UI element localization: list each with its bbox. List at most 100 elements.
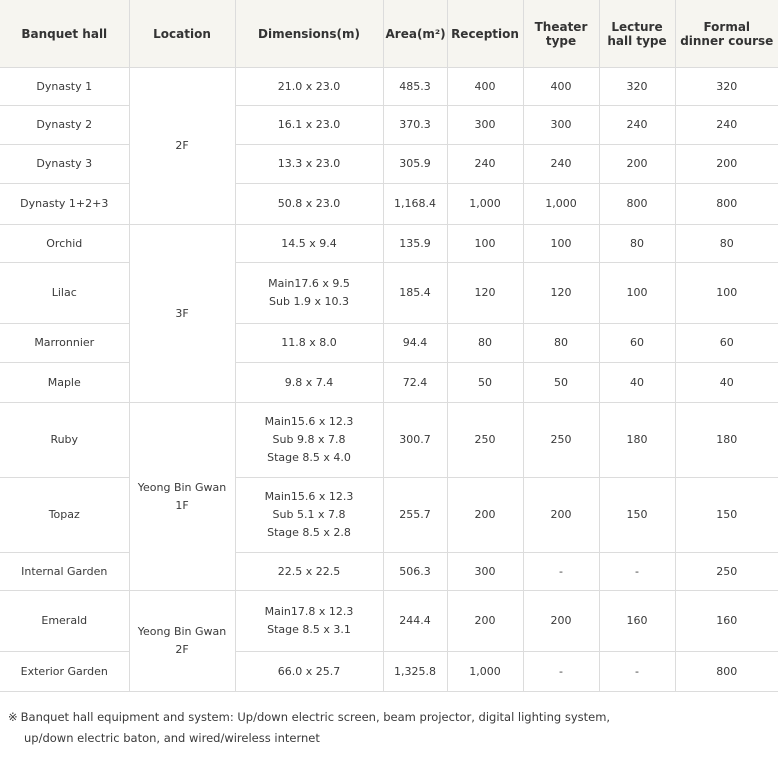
reception-cell: 300 [446,552,524,591]
header-dimensions: Dimensions(m) [234,0,384,68]
lecture-cell: 80 [598,224,676,263]
dimensions-cell: 22.5 x 22.5 [234,552,384,591]
reception-cell: 100 [446,224,524,263]
table-row: Marronnier 11.8 x 8.0 94.4 80 80 60 60 [0,323,778,363]
dinner-cell: 180 [674,402,778,478]
reception-cell: 400 [446,67,524,106]
dimensions-cell: 66.0 x 25.7 [234,651,384,692]
reception-cell: 1,000 [446,183,524,225]
table-row: Emerald Yeong Bin Gwan 2F Main17.8 x 12.… [0,590,778,692]
dinner-cell: 100 [674,262,778,324]
dimensions-cell: 11.8 x 8.0 [234,323,384,363]
header-lecture-hall-type: Lecture hall type [598,0,676,68]
dimensions-cell: Main15.6 x 12.3 Sub 9.8 x 7.8 Stage 8.5 … [234,402,384,478]
hall-name: Dynasty 3 [0,144,130,184]
reception-cell: 200 [446,590,524,652]
location-cell: Yeong Bin Gwan 1F [128,402,236,591]
area-cell: 305.9 [382,144,448,184]
dimensions-cell: Main15.6 x 12.3 Sub 5.1 x 7.8 Stage 8.5 … [234,477,384,553]
theater-cell: - [522,552,600,591]
dinner-cell: 60 [674,323,778,363]
theater-cell: 1,000 [522,183,600,225]
area-cell: 135.9 [382,224,448,263]
dinner-cell: 800 [674,651,778,692]
area-cell: 72.4 [382,362,448,403]
reception-cell: 300 [446,105,524,145]
area-cell: 1,168.4 [382,183,448,225]
dimensions-cell: 16.1 x 23.0 [234,105,384,145]
hall-name: Orchid [0,224,130,263]
theater-cell: 80 [522,323,600,363]
area-cell: 1,325.8 [382,651,448,692]
dinner-cell: 250 [674,552,778,591]
hall-name: Exterior Garden [0,651,130,692]
location-cell: 2F [128,67,236,225]
header-area: Area(m²) [382,0,448,68]
hall-name: Dynasty 1 [0,67,130,106]
note-line-2: up/down electric baton, and wired/wirele… [24,731,320,745]
table-row: Orchid 3F 14.5 x 9.4 135.9 100 100 80 80 [0,224,778,403]
lecture-cell: 60 [598,323,676,363]
reception-cell: 80 [446,323,524,363]
note-line-1: Banquet hall equipment and system: Up/do… [20,710,611,724]
dimensions-cell: Main17.6 x 9.5 Sub 1.9 x 10.3 [234,262,384,324]
area-cell: 244.4 [382,590,448,652]
table-row: Dynasty 1 2F 21.0 x 23.0 485.3 400 400 3… [0,67,778,225]
area-cell: 370.3 [382,105,448,145]
dinner-cell: 240 [674,105,778,145]
dimensions-cell: 21.0 x 23.0 [234,67,384,106]
table-row: Ruby Yeong Bin Gwan 1F Main15.6 x 12.3 S… [0,402,778,591]
lecture-cell: - [598,552,676,591]
hall-name: Marronnier [0,323,130,363]
hall-name: Dynasty 1+2+3 [0,183,130,225]
theater-cell: 250 [522,402,600,478]
hall-name: Internal Garden [0,552,130,591]
lecture-cell: 180 [598,402,676,478]
hall-name: Dynasty 2 [0,105,130,145]
area-cell: 94.4 [382,323,448,363]
lecture-cell: 100 [598,262,676,324]
header-row: Banquet hall Location Dimensions(m) Area… [0,0,778,68]
reception-cell: 1,000 [446,651,524,692]
hall-name: Maple [0,362,130,403]
theater-cell: 100 [522,224,600,263]
reception-cell: 250 [446,402,524,478]
dinner-cell: 320 [674,67,778,106]
lecture-cell: 800 [598,183,676,225]
lecture-cell: 200 [598,144,676,184]
dinner-cell: 80 [674,224,778,263]
theater-cell: 120 [522,262,600,324]
lecture-cell: - [598,651,676,692]
dimensions-cell: Main17.8 x 12.3 Stage 8.5 x 3.1 [234,590,384,652]
table-row: Dynasty 2 16.1 x 23.0 370.3 300 300 240 … [0,105,778,145]
lecture-cell: 240 [598,105,676,145]
dinner-cell: 40 [674,362,778,403]
lecture-cell: 320 [598,67,676,106]
equipment-note: ※ Banquet hall equipment and system: Up/d… [0,692,778,749]
area-cell: 255.7 [382,477,448,553]
hall-name: Ruby [0,402,130,478]
note-reference-mark: ※ [8,710,18,724]
area-cell: 300.7 [382,402,448,478]
location-cell: Yeong Bin Gwan 2F [128,590,236,692]
banquet-hall-table: Banquet hall Location Dimensions(m) Area… [0,0,778,692]
lecture-cell: 150 [598,477,676,553]
reception-cell: 120 [446,262,524,324]
area-cell: 185.4 [382,262,448,324]
header-reception: Reception [446,0,524,68]
table-row: Internal Garden 22.5 x 22.5 506.3 300 - … [0,552,778,591]
theater-cell: 200 [522,477,600,553]
table-row: Topaz Main15.6 x 12.3 Sub 5.1 x 7.8 Stag… [0,477,778,553]
theater-cell: 300 [522,105,600,145]
lecture-cell: 40 [598,362,676,403]
table-row: Exterior Garden 66.0 x 25.7 1,325.8 1,00… [0,651,778,692]
hall-name: Emerald [0,590,130,652]
theater-cell: 50 [522,362,600,403]
header-theater-type: Theater type [522,0,600,68]
table-row: Maple 9.8 x 7.4 72.4 50 50 40 40 [0,362,778,403]
location-cell: 3F [128,224,236,403]
dinner-cell: 800 [674,183,778,225]
table-row: Dynasty 3 13.3 x 23.0 305.9 240 240 200 … [0,144,778,184]
dinner-cell: 160 [674,590,778,652]
dimensions-cell: 13.3 x 23.0 [234,144,384,184]
